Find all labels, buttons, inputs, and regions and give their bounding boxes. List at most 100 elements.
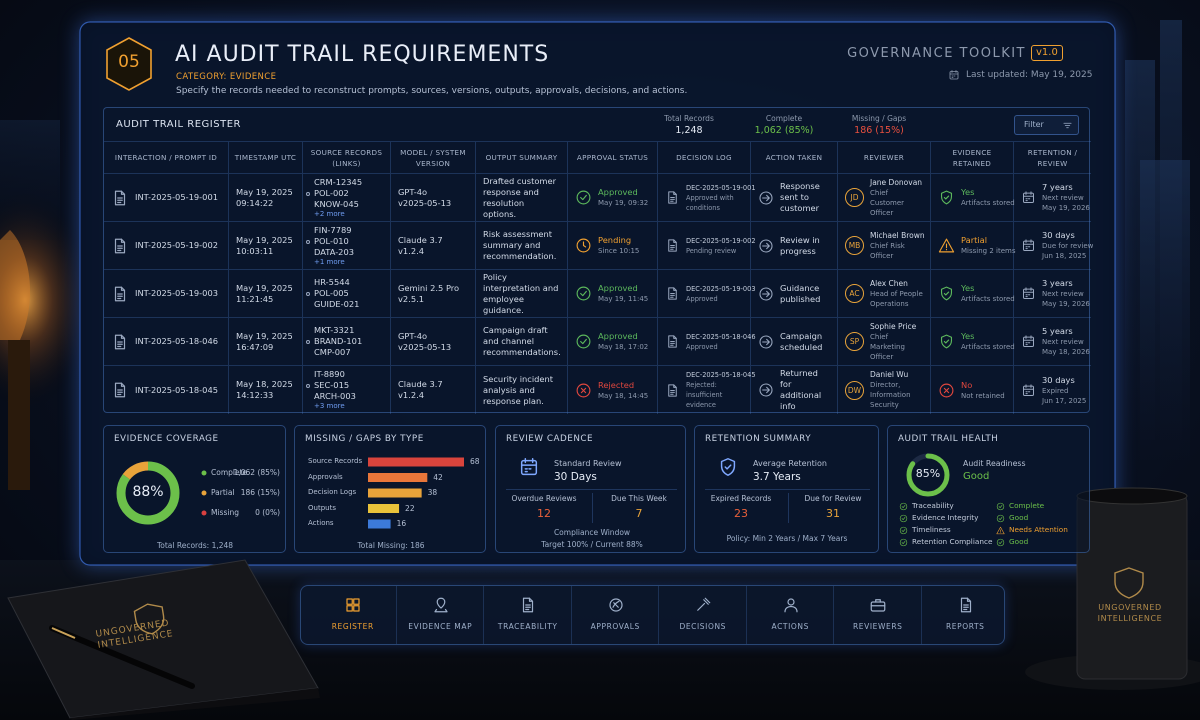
table-cell: 30 days Expired Jun 17, 2025 <box>1014 366 1091 414</box>
check-icon <box>576 334 591 349</box>
shield-icon <box>940 286 953 301</box>
icon-part <box>1023 385 1034 396</box>
doc-icon <box>960 597 971 613</box>
table-cell: INT-2025-05-18-045 <box>104 366 229 414</box>
table-cell: Approved May 19, 09:32 <box>568 174 658 222</box>
approve-icon <box>608 598 623 612</box>
filter-icon <box>1063 122 1072 129</box>
model-version: Claude 3.7 <box>398 379 443 389</box>
action-taken: Campaign scheduled <box>780 330 823 352</box>
check-icon <box>899 514 908 523</box>
decision-note: Pending review <box>686 246 737 255</box>
evidence-status: No <box>961 379 973 390</box>
approval-status: Pending <box>598 235 632 245</box>
graphic <box>116 461 207 525</box>
stack: IT-8890 SEC-015 ARCH-003 +3 more <box>306 369 356 411</box>
nav-item[interactable]: APPROVALS <box>572 586 659 644</box>
source-record: FIN-7789 <box>314 224 352 235</box>
nav-item[interactable]: TRACEABILITY <box>484 586 572 644</box>
icon-part <box>998 541 1003 544</box>
nav-item[interactable]: DECISIONS <box>659 586 747 644</box>
icon-part <box>576 383 591 397</box>
metric-value: 23 <box>734 507 748 520</box>
icon-part <box>938 238 955 253</box>
approval-detail: Since 10:15 <box>598 247 640 255</box>
evidence-note: Missing 2 items <box>961 247 1016 255</box>
table-cell: Yes Artifacts stored <box>931 318 1015 366</box>
model-version: Claude 3.7 <box>398 234 443 245</box>
metric-value: 7 <box>635 507 643 520</box>
column-header: MODEL / SYSTEM VERSION <box>391 141 476 174</box>
metric-value: 31 <box>826 507 840 520</box>
icon-part <box>940 190 953 205</box>
lamp <box>0 230 31 340</box>
legend-dot <box>201 490 207 496</box>
icon-part <box>899 526 908 535</box>
panel-title: AUDIT TRAIL HEALTH <box>898 434 999 444</box>
stack: Daniel Wu Director, Information Security <box>870 370 923 410</box>
stack: May 19, 2025 11:21:45 <box>236 283 293 305</box>
lamp-stand <box>8 340 30 490</box>
audit-trail-health: AUDIT TRAIL HEALTH 85% Audit Readiness Good… <box>887 425 1090 553</box>
reviewer-initials: DW <box>845 380 864 400</box>
version: v1.0 <box>1031 45 1063 61</box>
nav-label: EVIDENCE MAP <box>408 622 473 631</box>
timestamp-part: 09:14:22 <box>236 197 274 208</box>
check-icon <box>899 502 908 511</box>
output-summary: Risk assessment summary and recommendati… <box>483 229 557 261</box>
icon-part <box>759 238 773 253</box>
stack: GPT-4o v2025-05-13 <box>398 187 451 209</box>
timestamp-part: 11:21:45 <box>236 293 274 304</box>
legend-dot <box>201 510 207 516</box>
nav-item[interactable]: REGISTER <box>309 586 397 644</box>
stack: GPT-4o v2025-05-13 <box>398 331 451 353</box>
table-cell: Partial Missing 2 items <box>931 222 1016 270</box>
bar-value: 68 <box>470 457 480 466</box>
reviewer-name: Alex Chen <box>870 278 908 288</box>
nav-item[interactable]: REPORTS <box>922 586 1010 644</box>
source-record: POL-002 <box>306 188 362 199</box>
icon-part <box>353 605 360 612</box>
reviewer-initials: AC <box>845 284 864 303</box>
icon-part <box>724 464 732 470</box>
panel-footer: Target 100% / Current 88% <box>541 540 643 549</box>
model-version: GPT-4o <box>398 330 428 341</box>
source-record: ARCH-003 <box>314 391 356 401</box>
stack: 5 years Next review May 18, 2026 <box>1042 326 1090 357</box>
mug-rim <box>1076 487 1188 505</box>
table-cell: DEC-2025-05-18-045 Rejected: insufficient… <box>658 366 756 414</box>
nav-item[interactable]: REVIEWERS <box>834 586 922 644</box>
bullet <box>306 340 310 344</box>
metric-value: 12 <box>537 507 551 520</box>
stack: 3 years Next review May 19, 2026 <box>1042 278 1090 309</box>
column-title: REVIEWER <box>863 153 905 162</box>
stack: Yes Artifacts stored <box>961 187 1015 208</box>
stack: May 19, 2025 10:03:11 <box>236 235 293 257</box>
source-record: DATA-203 <box>314 246 355 257</box>
source-record: SEC-015 <box>306 380 356 391</box>
shield-icon <box>720 458 736 476</box>
stat: Total Records 1,248 <box>644 114 734 136</box>
table-cell: May 19, 2025 09:14:22 <box>229 174 303 222</box>
source-record: CRM-12345 <box>314 176 363 187</box>
mug-body <box>1076 493 1188 680</box>
doc-icon <box>522 597 534 613</box>
retention-date: May 19, 2026 <box>1042 204 1090 212</box>
table-cell: May 19, 2025 16:47:09 <box>229 318 303 366</box>
stat-label: Complete <box>765 114 803 123</box>
icon-part <box>996 502 1005 511</box>
icon-part <box>520 459 538 476</box>
table-cell: Yes Artifacts stored <box>931 270 1015 318</box>
nav-item[interactable]: EVIDENCE MAP <box>397 586 484 644</box>
icon-part <box>670 239 677 250</box>
bar-value: 22 <box>405 503 415 513</box>
model-version: v2025-05-13 <box>398 197 452 208</box>
column-header: OUTPUT SUMMARY <box>476 141 568 174</box>
reviewer-initials: SP <box>845 332 864 351</box>
source-record: POL-005 <box>306 288 359 299</box>
retention-date: Jun 18, 2025 <box>1042 252 1087 260</box>
check-icon <box>576 190 591 205</box>
table-cell: Yes Artifacts stored <box>931 174 1015 222</box>
nav-item[interactable]: ACTIONS <box>747 586 834 644</box>
filter-button[interactable]: Filter <box>1014 115 1079 135</box>
